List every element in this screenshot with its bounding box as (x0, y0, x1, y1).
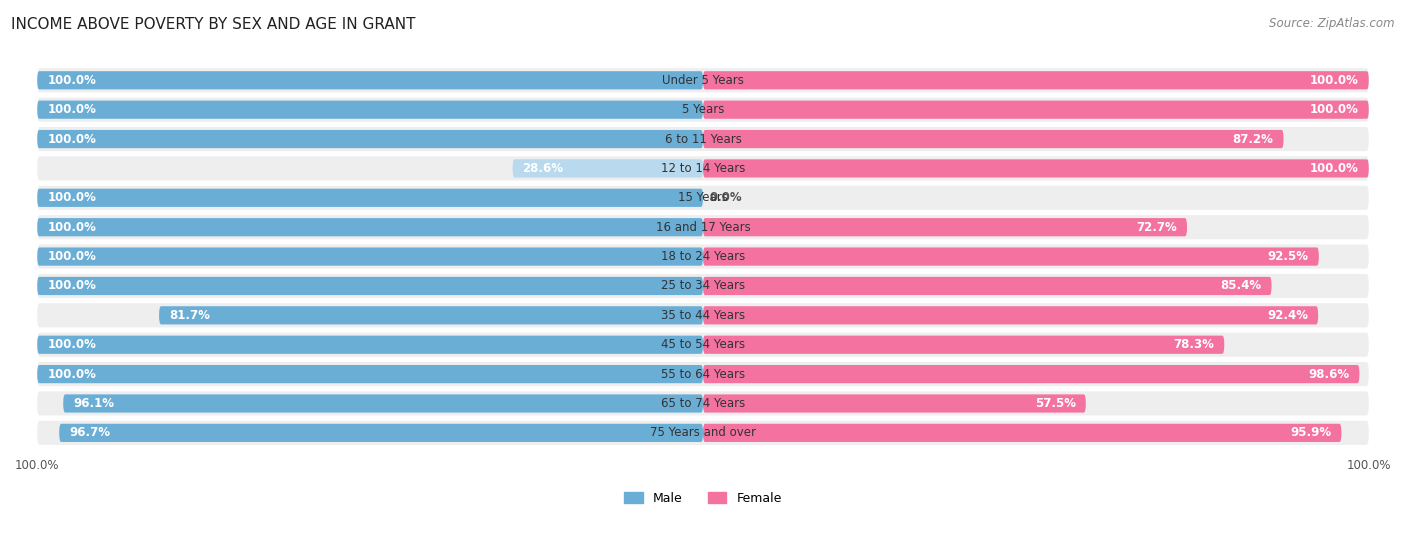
Text: 87.2%: 87.2% (1233, 132, 1274, 145)
Text: 75 Years and over: 75 Years and over (650, 427, 756, 439)
FancyBboxPatch shape (703, 277, 1271, 295)
Text: 100.0%: 100.0% (48, 191, 96, 204)
FancyBboxPatch shape (37, 101, 703, 119)
FancyBboxPatch shape (703, 101, 1369, 119)
FancyBboxPatch shape (37, 274, 1369, 298)
FancyBboxPatch shape (513, 159, 703, 178)
Text: 100.0%: 100.0% (48, 132, 96, 145)
FancyBboxPatch shape (703, 365, 1360, 383)
FancyBboxPatch shape (703, 71, 1369, 89)
Text: 100.0%: 100.0% (48, 103, 96, 116)
FancyBboxPatch shape (37, 333, 1369, 357)
FancyBboxPatch shape (37, 304, 1369, 328)
Text: 92.4%: 92.4% (1267, 309, 1308, 322)
Text: 95.9%: 95.9% (1291, 427, 1331, 439)
FancyBboxPatch shape (703, 159, 1369, 178)
Text: 16 and 17 Years: 16 and 17 Years (655, 221, 751, 234)
FancyBboxPatch shape (703, 306, 1319, 324)
FancyBboxPatch shape (37, 218, 703, 236)
FancyBboxPatch shape (703, 395, 1085, 413)
Text: 72.7%: 72.7% (1136, 221, 1177, 234)
FancyBboxPatch shape (703, 335, 1225, 354)
FancyBboxPatch shape (159, 306, 703, 324)
Text: 92.5%: 92.5% (1268, 250, 1309, 263)
FancyBboxPatch shape (703, 218, 1187, 236)
FancyBboxPatch shape (37, 248, 703, 266)
Text: 98.6%: 98.6% (1309, 368, 1350, 381)
Text: 35 to 44 Years: 35 to 44 Years (661, 309, 745, 322)
Text: 15 Years: 15 Years (678, 191, 728, 204)
FancyBboxPatch shape (37, 189, 703, 207)
Text: 55 to 64 Years: 55 to 64 Years (661, 368, 745, 381)
FancyBboxPatch shape (37, 186, 1369, 210)
FancyBboxPatch shape (37, 71, 703, 89)
Text: 65 to 74 Years: 65 to 74 Years (661, 397, 745, 410)
FancyBboxPatch shape (703, 248, 1319, 266)
Text: 6 to 11 Years: 6 to 11 Years (665, 132, 741, 145)
FancyBboxPatch shape (37, 98, 1369, 122)
Text: 12 to 14 Years: 12 to 14 Years (661, 162, 745, 175)
FancyBboxPatch shape (37, 421, 1369, 445)
Text: Under 5 Years: Under 5 Years (662, 74, 744, 87)
Text: 81.7%: 81.7% (169, 309, 209, 322)
Text: INCOME ABOVE POVERTY BY SEX AND AGE IN GRANT: INCOME ABOVE POVERTY BY SEX AND AGE IN G… (11, 17, 416, 32)
Text: 100.0%: 100.0% (1310, 74, 1358, 87)
Text: 100.0%: 100.0% (1310, 103, 1358, 116)
FancyBboxPatch shape (703, 130, 1284, 148)
FancyBboxPatch shape (37, 335, 703, 354)
Text: 78.3%: 78.3% (1174, 338, 1215, 351)
Text: 96.7%: 96.7% (69, 427, 110, 439)
FancyBboxPatch shape (37, 68, 1369, 92)
Text: 57.5%: 57.5% (1035, 397, 1076, 410)
Text: 85.4%: 85.4% (1220, 280, 1261, 292)
Text: 18 to 24 Years: 18 to 24 Years (661, 250, 745, 263)
Text: 100.0%: 100.0% (48, 338, 96, 351)
Text: 25 to 34 Years: 25 to 34 Years (661, 280, 745, 292)
Legend: Male, Female: Male, Female (619, 487, 787, 510)
Text: 100.0%: 100.0% (48, 280, 96, 292)
FancyBboxPatch shape (37, 362, 1369, 386)
FancyBboxPatch shape (37, 215, 1369, 239)
Text: 100.0%: 100.0% (48, 221, 96, 234)
Text: 28.6%: 28.6% (523, 162, 564, 175)
Text: 100.0%: 100.0% (48, 250, 96, 263)
Text: 0.0%: 0.0% (710, 191, 742, 204)
FancyBboxPatch shape (59, 424, 703, 442)
Text: Source: ZipAtlas.com: Source: ZipAtlas.com (1270, 17, 1395, 30)
FancyBboxPatch shape (37, 277, 703, 295)
FancyBboxPatch shape (63, 395, 703, 413)
FancyBboxPatch shape (37, 365, 703, 383)
Text: 100.0%: 100.0% (48, 74, 96, 87)
Text: 96.1%: 96.1% (73, 397, 114, 410)
FancyBboxPatch shape (37, 127, 1369, 151)
FancyBboxPatch shape (37, 391, 1369, 415)
Text: 45 to 54 Years: 45 to 54 Years (661, 338, 745, 351)
FancyBboxPatch shape (37, 130, 703, 148)
FancyBboxPatch shape (37, 244, 1369, 269)
Text: 5 Years: 5 Years (682, 103, 724, 116)
FancyBboxPatch shape (37, 157, 1369, 181)
Text: 100.0%: 100.0% (1310, 162, 1358, 175)
Text: 100.0%: 100.0% (48, 368, 96, 381)
FancyBboxPatch shape (703, 424, 1341, 442)
